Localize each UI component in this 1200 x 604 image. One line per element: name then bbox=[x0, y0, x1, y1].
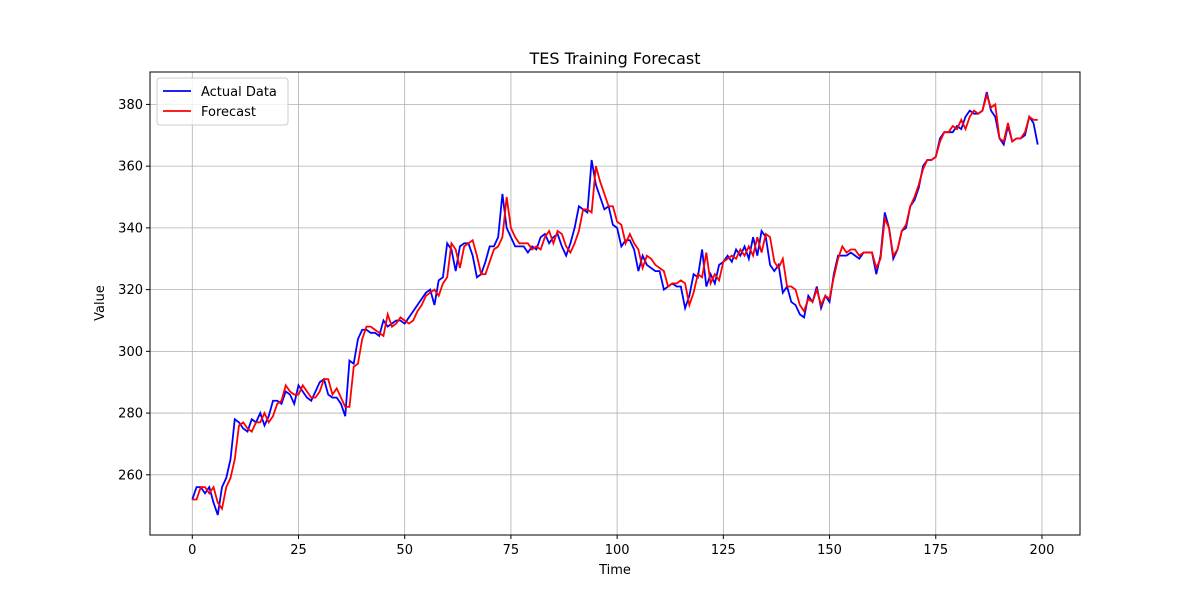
line-series bbox=[192, 92, 1038, 512]
y-tick-label: 320 bbox=[118, 283, 143, 298]
x-tick-label: 75 bbox=[503, 543, 520, 558]
x-tick-label: 150 bbox=[817, 543, 842, 558]
legend-label: Forecast bbox=[201, 105, 256, 120]
y-tick-label: 340 bbox=[118, 221, 143, 236]
legend-label: Actual Data bbox=[201, 85, 277, 100]
y-tick-label: 260 bbox=[118, 468, 143, 483]
x-axis-label: Time bbox=[598, 563, 631, 578]
plot-frame bbox=[149, 71, 1081, 536]
chart-title: TES Training Forecast bbox=[528, 49, 700, 68]
y-tick-label: 300 bbox=[118, 345, 143, 360]
x-tick-label: 175 bbox=[923, 543, 948, 558]
x-tick-label: 0 bbox=[188, 543, 196, 558]
y-axis-label: Value bbox=[93, 285, 108, 321]
y-tick-label: 380 bbox=[118, 98, 143, 113]
x-tick-label: 25 bbox=[290, 543, 307, 558]
x-tick-label: 50 bbox=[396, 543, 413, 558]
y-tick-label: 280 bbox=[118, 407, 143, 422]
y-tick-label: 360 bbox=[118, 160, 143, 175]
legend-box bbox=[156, 77, 289, 126]
x-tick-label: 100 bbox=[605, 543, 630, 558]
x-tick-label: 125 bbox=[711, 543, 736, 558]
x-tick-label: 200 bbox=[1030, 543, 1055, 558]
